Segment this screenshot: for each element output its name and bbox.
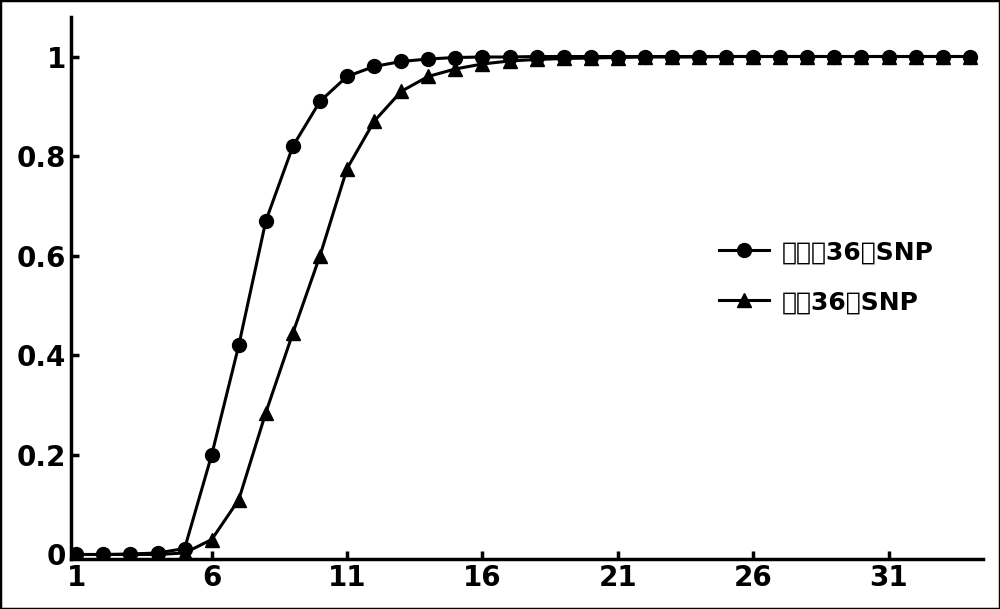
Line: 本申请36个SNP: 本申请36个SNP [69,49,977,561]
随机36个SNP [449,65,461,72]
本申请36个SNP [314,97,326,105]
本申请36个SNP [260,217,272,225]
本申请36个SNP [666,53,678,60]
随机36个SNP [937,53,949,60]
随机36个SNP [314,252,326,259]
本申请36个SNP [801,53,813,60]
本申请36个SNP [531,53,543,60]
本申请36个SNP [504,54,516,61]
本申请36个SNP [368,63,380,70]
随机36个SNP [558,55,570,62]
随机36个SNP [883,53,895,60]
本申请36个SNP [693,53,705,60]
随机36个SNP [70,551,82,558]
本申请36个SNP [124,551,136,558]
本申请36个SNP [422,55,434,63]
Line: 随机36个SNP: 随机36个SNP [69,49,977,561]
随机36个SNP [124,551,136,558]
本申请36个SNP [612,53,624,60]
随机36个SNP [287,329,299,337]
本申请36个SNP [828,53,840,60]
本申请36个SNP [395,58,407,65]
本申请36个SNP [639,53,651,60]
本申请36个SNP [233,342,245,349]
随机36个SNP [422,72,434,80]
本申请36个SNP [287,143,299,150]
随机36个SNP [801,53,813,60]
本申请36个SNP [585,53,597,60]
随机36个SNP [585,54,597,62]
本申请36个SNP [747,53,759,60]
本申请36个SNP [558,53,570,60]
Legend: 本申请36个SNP, 随机36个SNP: 本申请36个SNP, 随机36个SNP [709,230,943,325]
随机36个SNP [97,551,109,558]
本申请36个SNP [97,551,109,558]
随机36个SNP [693,54,705,61]
本申请36个SNP [910,53,922,60]
随机36个SNP [504,57,516,65]
随机36个SNP [612,54,624,61]
随机36个SNP [341,165,353,172]
本申请36个SNP [774,53,786,60]
随机36个SNP [531,56,543,63]
本申请36个SNP [720,53,732,60]
随机36个SNP [666,54,678,61]
随机36个SNP [774,53,786,60]
随机36个SNP [179,549,191,557]
本申请36个SNP [855,53,867,60]
随机36个SNP [828,53,840,60]
本申请36个SNP [476,54,488,61]
随机36个SNP [855,53,867,60]
随机36个SNP [964,53,976,60]
本申请36个SNP [179,545,191,552]
随机36个SNP [639,54,651,61]
本申请36个SNP [341,72,353,80]
随机36个SNP [233,496,245,504]
随机36个SNP [206,536,218,543]
随机36个SNP [476,60,488,68]
本申请36个SNP [937,53,949,60]
随机36个SNP [910,53,922,60]
本申请36个SNP [964,53,976,60]
本申请36个SNP [449,54,461,61]
随机36个SNP [395,88,407,95]
随机36个SNP [720,53,732,60]
本申请36个SNP [70,551,82,558]
随机36个SNP [368,118,380,125]
本申请36个SNP [206,451,218,459]
本申请36个SNP [152,549,164,557]
本申请36个SNP [883,53,895,60]
随机36个SNP [260,409,272,416]
随机36个SNP [747,53,759,60]
随机36个SNP [152,551,164,558]
